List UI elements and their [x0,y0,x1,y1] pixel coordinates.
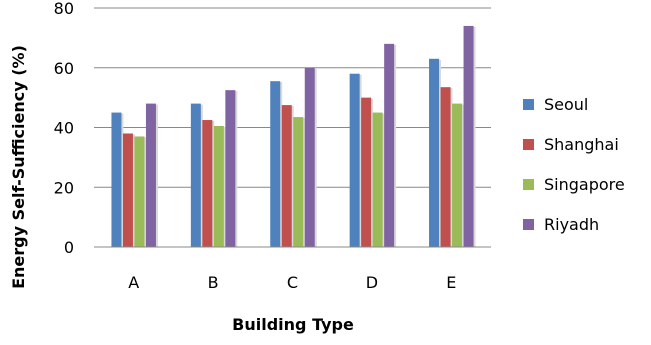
y-tick-label: 80 [54,0,74,18]
legend-swatch [523,138,534,150]
x-tick-label: E [446,273,456,292]
y-tick-label: 20 [54,178,74,197]
x-axis-title: Building Type [232,315,354,334]
legend-swatch [523,178,534,190]
bar-seoul-b [190,103,201,247]
bar-seoul-d [349,73,360,247]
x-tick-label: D [366,273,378,292]
bar-shanghai-e [440,87,451,247]
bar-riyadh-b [225,90,236,247]
x-tick-label: A [128,273,139,292]
x-tick-label: C [287,273,298,292]
legend-item-riyadh: Riyadh [523,214,651,234]
bar-singapore-c [293,117,304,247]
x-tick-label: B [208,273,219,292]
legend: Seoul Shanghai Singapore Riyadh [523,94,651,254]
legend-swatch [523,218,534,230]
y-tick-labels: 0 20 40 60 80 [54,0,74,257]
legend-swatch [523,98,534,110]
bar-singapore-a [134,136,145,247]
bar-singapore-b [213,126,224,247]
y-tick-label: 0 [64,238,74,257]
legend-label: Seoul [544,94,589,114]
bar-shanghai-d [361,97,372,247]
y-tick-label: 40 [54,119,74,138]
bar-shanghai-b [202,120,213,247]
bar-seoul-e [429,58,440,247]
bar-singapore-e [452,103,463,247]
bars [111,25,476,247]
bar-singapore-d [372,112,383,247]
legend-item-singapore: Singapore [523,174,651,194]
bar-riyadh-d [384,43,395,247]
x-tick-labels: A B C D E [128,273,456,292]
bar-shanghai-a [122,133,133,247]
legend-label: Shanghai [544,134,619,154]
legend-label: Singapore [544,174,625,194]
legend-item-shanghai: Shanghai [523,134,651,154]
bar-riyadh-c [304,67,315,247]
legend-item-seoul: Seoul [523,94,651,114]
bar-seoul-c [270,81,281,247]
bar-seoul-a [111,112,122,247]
bar-shanghai-c [281,105,292,247]
y-tick-label: 60 [54,59,74,78]
bar-riyadh-a [145,103,156,247]
bar-riyadh-e [463,25,474,247]
y-axis-title: Energy Self-Sufficiency (%) [9,45,28,289]
legend-label: Riyadh [544,214,600,234]
